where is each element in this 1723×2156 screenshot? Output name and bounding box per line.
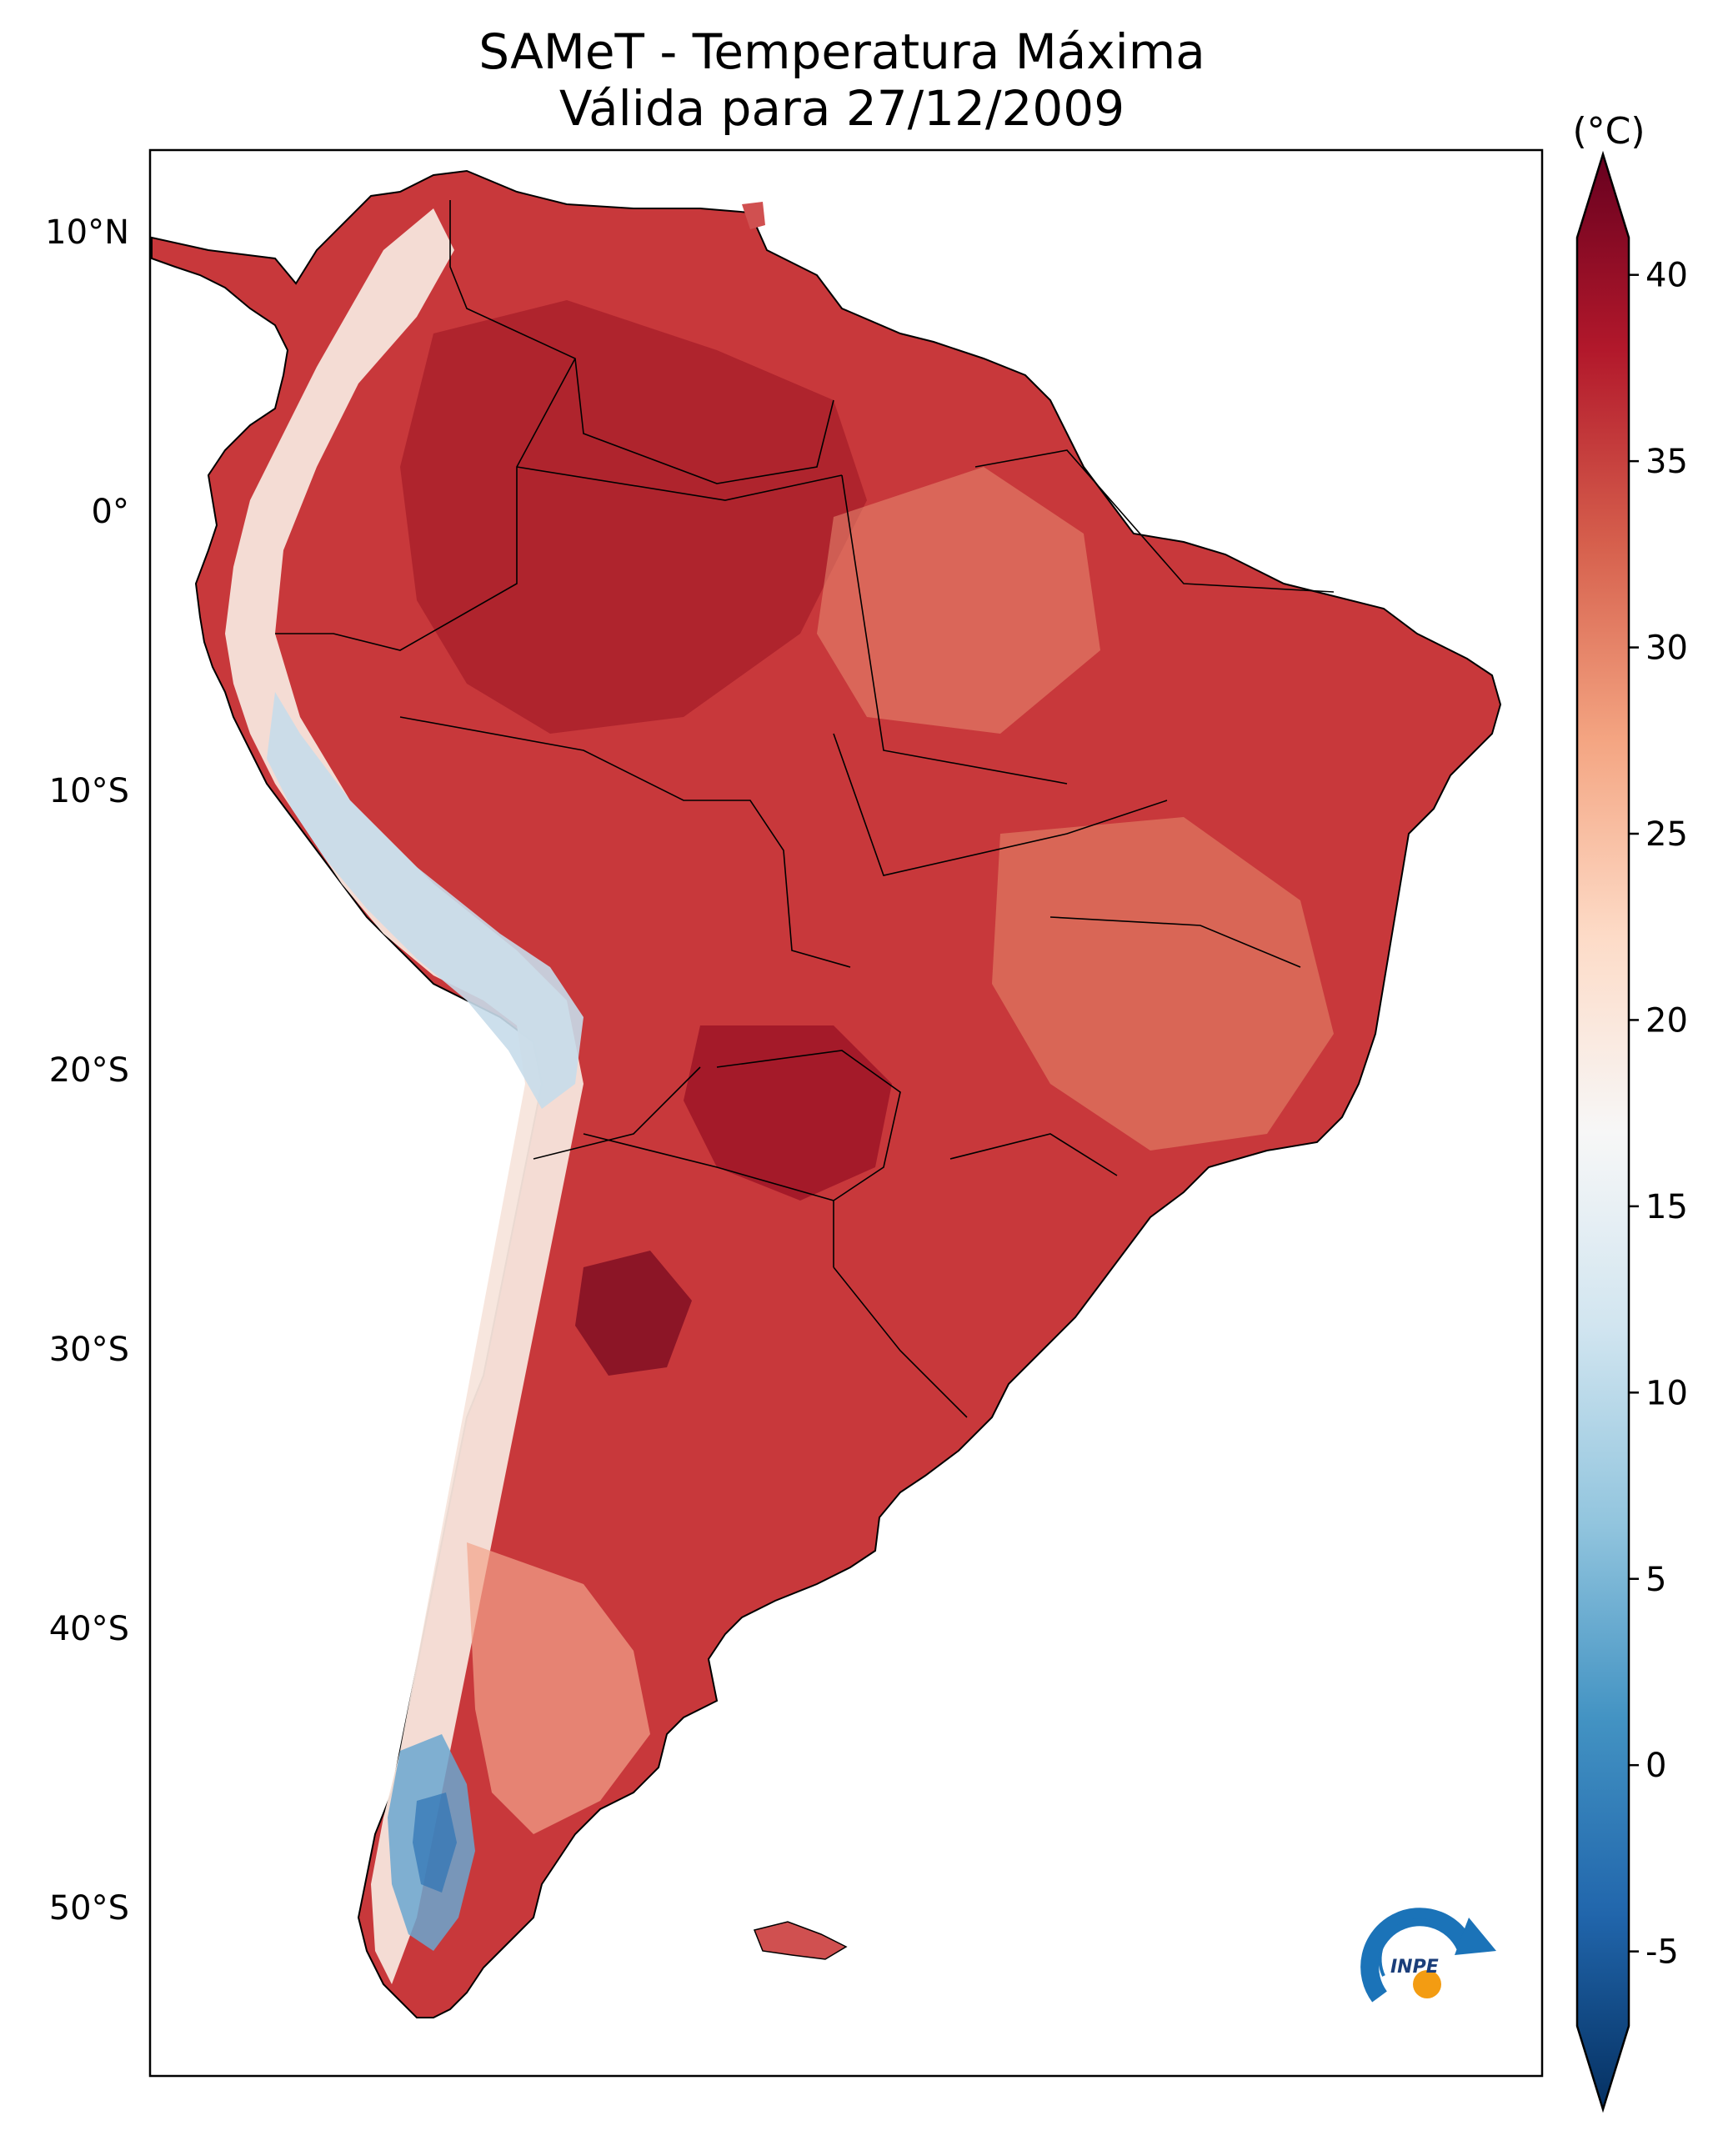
hot-core-argentina [575,1251,692,1376]
y-tick-label: 40°S [49,1610,129,1648]
colorbar-tick-label: 40 [1645,257,1688,295]
colorbar-tick-label: -5 [1645,1933,1679,1972]
plot-frame [148,148,1544,2078]
inpe-logo-inner-arc [1378,1918,1456,1977]
country-borders [275,200,1335,1418]
colorbar-tick-label: 15 [1645,1188,1688,1226]
inpe-logo: INPE [1360,1908,1496,2003]
hot-core-amazon [400,300,867,734]
andes-cold-peru-bolivia [267,692,584,1109]
continent-layer [151,169,1502,2018]
colorbar-unit: (°C) [1572,110,1645,153]
y-tick-label: 50°S [49,1889,129,1928]
colorbar: 40 35 30 25 20 15 10 5 0 -5 (°C) [1572,110,1688,2113]
colorbar-ticks: 40 35 30 25 20 15 10 5 0 -5 [1629,257,1688,1972]
title-line-1: SAMeT - Temperatura Máxima [478,23,1205,80]
caribbean-island [742,202,765,229]
y-tick-label: 10°N [45,213,129,252]
patagonia-mild [467,1542,650,1834]
inpe-logo-arc [1360,1908,1476,2003]
hot-core-chaco [684,1025,892,1201]
y-tick-label: 20°S [49,1051,129,1090]
y-tick-label: 0° [92,493,129,531]
map-title: SAMeT - Temperatura Máxima Válida para 2… [150,23,1534,137]
colorbar-tick-label: 10 [1645,1374,1688,1412]
y-tick-label: 30°S [49,1331,129,1369]
colorbar-tick-label: 5 [1645,1561,1666,1599]
y-tick-label: 10°S [49,772,129,810]
falkland-islands [753,1921,848,1960]
colorbar-tick-label: 35 [1645,443,1688,481]
mild-region-brazil-center [992,817,1334,1151]
y-axis-ticks: 10°N 0° 10°S 20°S 30°S 40°S 50°S [45,213,129,1928]
mild-region-amazon-east [817,467,1100,734]
colorbar-tick-label: 25 [1645,815,1688,854]
colorbar-tick-label: 30 [1645,629,1688,668]
title-line-2: Válida para 27/12/2009 [558,80,1125,137]
inpe-logo-dot [1413,1970,1441,1998]
colorbar-tick-label: 0 [1645,1747,1666,1785]
inpe-logo-arrow-icon [1455,1918,1496,1955]
colorbar-body [1575,150,1630,2113]
inpe-logo-text: INPE [1390,1957,1439,1978]
patagonia-coldest [413,1792,457,1893]
colorbar-tick-label: 20 [1645,1001,1688,1040]
